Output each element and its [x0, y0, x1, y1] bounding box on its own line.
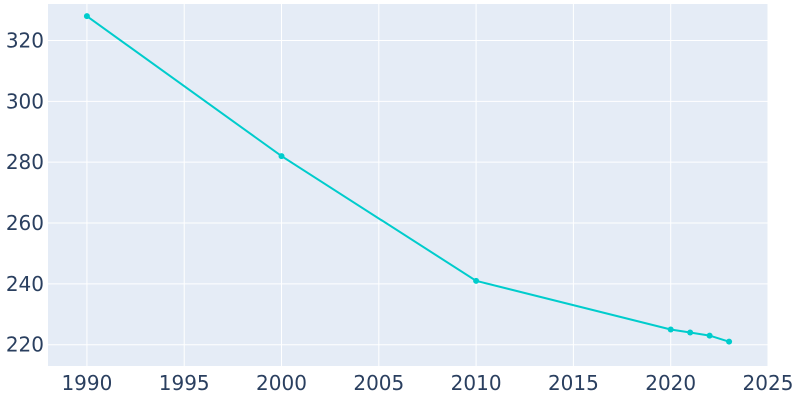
- data-point: [667, 326, 674, 333]
- y-tick-label: 280: [6, 150, 44, 174]
- data-point: [278, 153, 285, 160]
- x-tick-label: 2025: [743, 371, 794, 395]
- data-point: [473, 277, 480, 284]
- x-tick-label: 1995: [159, 371, 210, 395]
- y-gridlines: [48, 40, 768, 346]
- x-axis-tick-labels: 1990 1995 2000 2005 2010 2015 2020 2025: [61, 371, 793, 395]
- data-points: [83, 13, 733, 345]
- data-point: [706, 332, 713, 339]
- plot-area: [48, 4, 768, 366]
- x-tick-label: 2010: [451, 371, 502, 395]
- x-tick-label: 1990: [61, 371, 112, 395]
- y-axis-tick-labels: 220 240 260 280 300 320: [6, 29, 44, 357]
- x-tick-label: 2020: [645, 371, 696, 395]
- y-tick-label: 260: [6, 211, 44, 235]
- x-tick-label: 2005: [353, 371, 404, 395]
- y-tick-label: 240: [6, 272, 44, 296]
- x-gridlines: [86, 4, 769, 366]
- y-tick-label: 320: [6, 29, 44, 53]
- x-tick-label: 2015: [548, 371, 599, 395]
- y-tick-label: 300: [6, 89, 44, 113]
- data-point: [726, 338, 733, 345]
- data-point: [83, 13, 90, 20]
- data-point: [687, 329, 694, 336]
- x-tick-label: 2000: [256, 371, 307, 395]
- y-tick-label: 220: [6, 333, 44, 357]
